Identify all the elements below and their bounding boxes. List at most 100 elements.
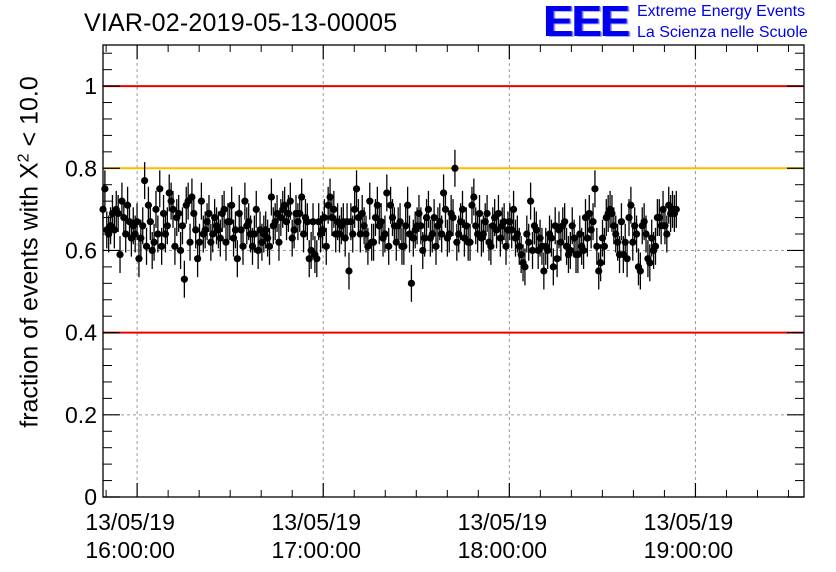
x-tick-date: 13/05/19 [85,509,175,535]
data-point [400,242,408,250]
axes: 00.20.40.60.8113/05/1916:00:0013/05/1917… [65,45,804,563]
data-point [313,255,321,263]
data-point [142,242,151,250]
data-point [239,242,247,250]
y-tick-label: 0 [84,484,97,510]
data-point [651,242,660,250]
data-point [589,218,597,226]
data-point [241,197,249,205]
data-point [275,238,283,246]
data-point [528,246,537,255]
data-point [540,267,548,275]
data-point [152,205,160,213]
data-point [171,242,179,250]
data-point [617,218,626,226]
data-point [330,205,338,213]
data-point [597,259,605,267]
data-point [352,185,361,193]
data-point [265,242,274,250]
data-point [458,205,467,213]
data-point [438,230,446,238]
data-point [424,205,433,213]
data-point [593,242,601,250]
data-point [175,209,183,218]
chart-title: VIAR-02-2019-05-13-00005 [84,9,398,37]
data-point [349,230,357,238]
data-point [345,267,353,275]
logo-line-2: La Scienza nelle Scuole [637,24,808,41]
data-point [646,259,654,267]
data-point [449,213,457,222]
data-point [326,193,334,201]
data-point [176,246,185,255]
data-point [591,185,599,193]
data-point [228,201,236,209]
data-point [404,201,412,209]
data-point [141,177,149,185]
data-point [470,193,478,201]
data-point [494,209,503,218]
data-point [579,246,588,255]
data-point [180,275,188,283]
data-point [553,255,561,263]
data-point [351,205,359,213]
grid-layer [103,45,804,497]
data-point [549,263,557,271]
data-point [135,255,143,263]
data-point [114,209,122,218]
data-point [672,205,680,213]
data-point [421,234,429,242]
data-point [197,197,205,205]
data-point [574,250,582,259]
x-tick-time: 17:00:00 [271,537,361,563]
y-tick-label: 0.6 [65,237,97,263]
y-tick-label: 0.2 [65,402,97,428]
y-tick-label: 0.4 [65,320,97,346]
data-point [566,246,574,255]
data-point [298,193,306,201]
data-point [407,279,416,287]
data-point [483,209,491,218]
data-point [642,230,650,238]
data-point [178,222,187,230]
data-point [441,205,450,213]
data-point [322,242,330,250]
data-point [186,238,194,246]
x-tick-time: 19:00:00 [644,537,734,563]
data-point [356,230,364,238]
data-point [116,250,124,259]
plot-frame [102,44,805,498]
data-point [509,205,518,213]
y-tick-label: 0.8 [65,155,97,181]
data-point [139,222,147,230]
data-point [154,230,162,238]
data-point [402,222,410,230]
data-point [169,205,177,213]
data-point [632,230,641,238]
data-point [623,255,631,263]
data-point [192,226,200,234]
data-point [532,226,540,234]
data-point [220,205,228,213]
data-point [396,218,404,226]
data-point [636,267,644,275]
data-point [583,234,591,242]
data-point [150,238,158,246]
data-point [663,230,671,238]
data-point [500,218,508,226]
data-point [158,242,166,250]
data-point [205,209,213,218]
data-point [521,263,529,271]
data-point [110,226,118,234]
x-tick-date: 13/05/19 [458,509,548,535]
data-point [195,238,204,246]
data-point [233,255,241,263]
data-point [303,218,311,226]
data-point [383,189,391,197]
data-point [369,238,378,246]
x-tick-time: 16:00:00 [85,537,175,563]
data-point [561,218,569,226]
data-point [385,242,393,250]
logo-line-1: Extreme Energy Events [637,3,806,20]
